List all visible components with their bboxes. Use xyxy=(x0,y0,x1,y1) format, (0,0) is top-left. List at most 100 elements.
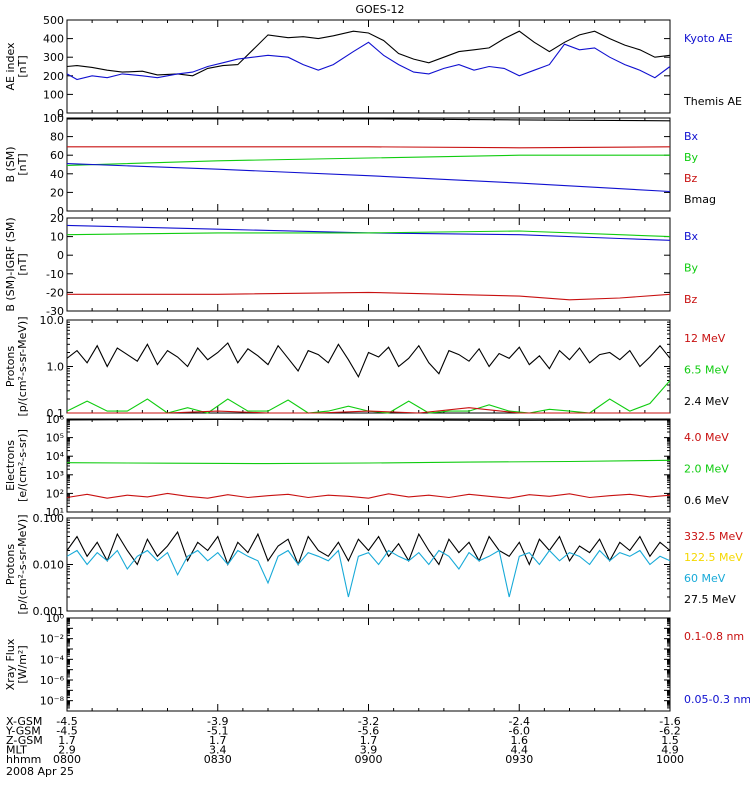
legend-entry: 0.05-0.3 nm xyxy=(684,693,750,706)
y-tick-label: 0.001 xyxy=(33,605,65,618)
ephemeris-value: 0900 xyxy=(355,753,383,766)
panel-7: 10⁻⁸ 10⁻⁶ 10⁻⁴ 10⁻² 10⁰ Xray Flux [W/m²] 0.1-0.… xyxy=(4,612,750,712)
panel-5: 10¹ 10² 10³ 10⁴ 10⁵ 10⁶ Electrons [e/(cm²-s-sr)… xyxy=(4,413,729,519)
y-tick-label: 40 xyxy=(50,168,64,181)
panel-frame xyxy=(66,617,671,712)
ephemeris-row-label: Y-GSM xyxy=(5,725,41,738)
ephemeris-value: -3.2 xyxy=(358,715,379,728)
y-tick-label: 1.0 xyxy=(47,361,65,374)
legend-entry: 0.1-0.8 nm xyxy=(684,630,744,643)
ephemeris-value: 1.7 xyxy=(360,734,378,747)
ephemeris-row-label: hhmm xyxy=(6,753,41,766)
series-bx xyxy=(66,163,671,193)
series-27-5-mev xyxy=(66,530,671,567)
y-tick-label: 0 xyxy=(57,249,64,262)
legend-entry: 0.6 MeV xyxy=(684,494,729,507)
legend-entry: Bz xyxy=(684,293,698,306)
y-tick-label: -30 xyxy=(46,305,64,318)
panel-frame xyxy=(66,19,671,114)
panel-1: 0 100 200 300 400 500 AE index [nT] Kyoto AE Them… xyxy=(4,14,742,120)
ephemeris-value: 1.5 xyxy=(661,734,679,747)
legend-entry: 60 MeV xyxy=(684,572,726,585)
y-axis-label: B (SM)-IGRF (SM) xyxy=(4,217,17,311)
y-tick-label: -20 xyxy=(46,286,64,299)
panel-frame xyxy=(66,517,671,612)
y-axis-label: [W/m²] xyxy=(16,645,29,683)
y-tick-label: 10⁵ xyxy=(46,432,64,445)
ephemeris-value: 0830 xyxy=(204,753,232,766)
series-bz xyxy=(67,146,671,149)
legend-entry: Bz xyxy=(684,172,698,185)
y-tick-label: 10⁶ xyxy=(46,413,65,426)
legend-entry: 12 MeV xyxy=(684,332,726,345)
series-by xyxy=(66,230,671,238)
y-tick-label: 0.100 xyxy=(33,512,65,525)
y-tick-label: 0.1 xyxy=(47,407,65,420)
legend-entry: 332.5 MeV xyxy=(684,530,743,543)
series-bx xyxy=(66,224,671,241)
series-60-mev xyxy=(66,549,671,598)
y-tick-label: 10¹ xyxy=(46,506,64,519)
legend-entry: 2.4 MeV xyxy=(684,395,729,408)
y-axis-label: [p/(cm²-s-sr-MeV)] xyxy=(16,515,29,615)
series-kyoto-ae xyxy=(66,41,671,81)
y-tick-label: 100 xyxy=(43,88,64,101)
y-tick-label: 10 xyxy=(50,231,64,244)
series-by xyxy=(66,154,670,166)
legend-entry: Kyoto AE xyxy=(684,32,733,45)
series-2-0-mev xyxy=(66,459,671,465)
legend-entry: Bx xyxy=(684,130,699,143)
date-label: 2008 Apr 25 xyxy=(6,765,74,778)
legend-entry: 27.5 MeV xyxy=(684,593,736,606)
chart-title: GOES-12 xyxy=(355,3,404,16)
ephemeris-value: -1.6 xyxy=(659,715,680,728)
y-tick-label: 10⁻⁸ xyxy=(40,695,65,708)
ephemeris-row-label: MLT xyxy=(6,744,27,757)
panel-3: -30 -20 -10 0 10 20 B (SM)-IGRF (SM) [nT] Bx By Bz xyxy=(4,212,699,318)
ephemeris-value: 3.4 xyxy=(209,744,227,757)
legend-entry: 122.5 MeV xyxy=(684,551,743,564)
y-axis-label: Xray Flux xyxy=(4,638,17,690)
ephemeris-row-label: Z-GSM xyxy=(6,734,43,747)
ephemeris-value: -2.4 xyxy=(509,715,530,728)
y-axis-label: Electrons xyxy=(4,440,17,491)
panel-2: 0 20 40 60 80 100 B (SM) [nT] Bx By Bz Bmag xyxy=(4,112,716,218)
ephemeris-value: -6.0 xyxy=(509,725,530,738)
legend-entry: 2.0 MeV xyxy=(684,463,729,476)
ephemeris-value: 4.4 xyxy=(511,744,529,757)
ephemeris-value: 4.9 xyxy=(661,744,679,757)
y-tick-label: 200 xyxy=(43,70,64,83)
ephemeris-value: 1.7 xyxy=(58,734,76,747)
y-tick-label: 20 xyxy=(50,186,64,199)
ephemeris-value: -5.6 xyxy=(358,725,379,738)
y-tick-label: 10⁻⁴ xyxy=(40,653,65,666)
y-axis-label: [nT] xyxy=(16,153,29,175)
y-axis-label: [e/(cm²-s-sr)] xyxy=(16,429,29,502)
ephemeris-value: 2.9 xyxy=(58,744,76,757)
y-tick-label: 0 xyxy=(57,107,64,120)
y-tick-label: 10⁻² xyxy=(40,633,64,646)
y-tick-label: 10⁻⁶ xyxy=(40,674,65,687)
y-tick-label: 10³ xyxy=(46,469,64,482)
y-tick-label: 20 xyxy=(50,212,64,225)
ephemeris-value: -5.1 xyxy=(207,725,228,738)
series-12-mev xyxy=(67,407,670,414)
y-tick-label: 500 xyxy=(43,14,64,27)
y-tick-label: 60 xyxy=(50,149,64,162)
ephemeris-value: -4.5 xyxy=(56,715,77,728)
ephemeris-row-label: X-GSM xyxy=(6,715,42,728)
y-tick-label: 400 xyxy=(43,33,64,46)
series-bz xyxy=(67,291,671,301)
ephemeris-table: X-GSMY-GSMZ-GSMMLThhmm-4.5-4.51.72.90800… xyxy=(5,715,684,766)
series-bmag xyxy=(67,118,671,122)
ephemeris-value: 1.6 xyxy=(511,734,529,747)
panel-frame xyxy=(66,117,671,212)
series-0-6-mev xyxy=(66,418,671,421)
ephemeris-value: 1000 xyxy=(656,753,684,766)
y-axis-label: B (SM) xyxy=(4,146,17,182)
panel-4: 0.1 1.0 10.0 Protons [p/(cm²-s-sr-MeV)] 12 Me… xyxy=(4,314,729,420)
y-tick-label: 0 xyxy=(57,205,64,218)
ephemeris-value: 1.7 xyxy=(209,734,227,747)
ephemeris-value: -4.5 xyxy=(56,725,77,738)
